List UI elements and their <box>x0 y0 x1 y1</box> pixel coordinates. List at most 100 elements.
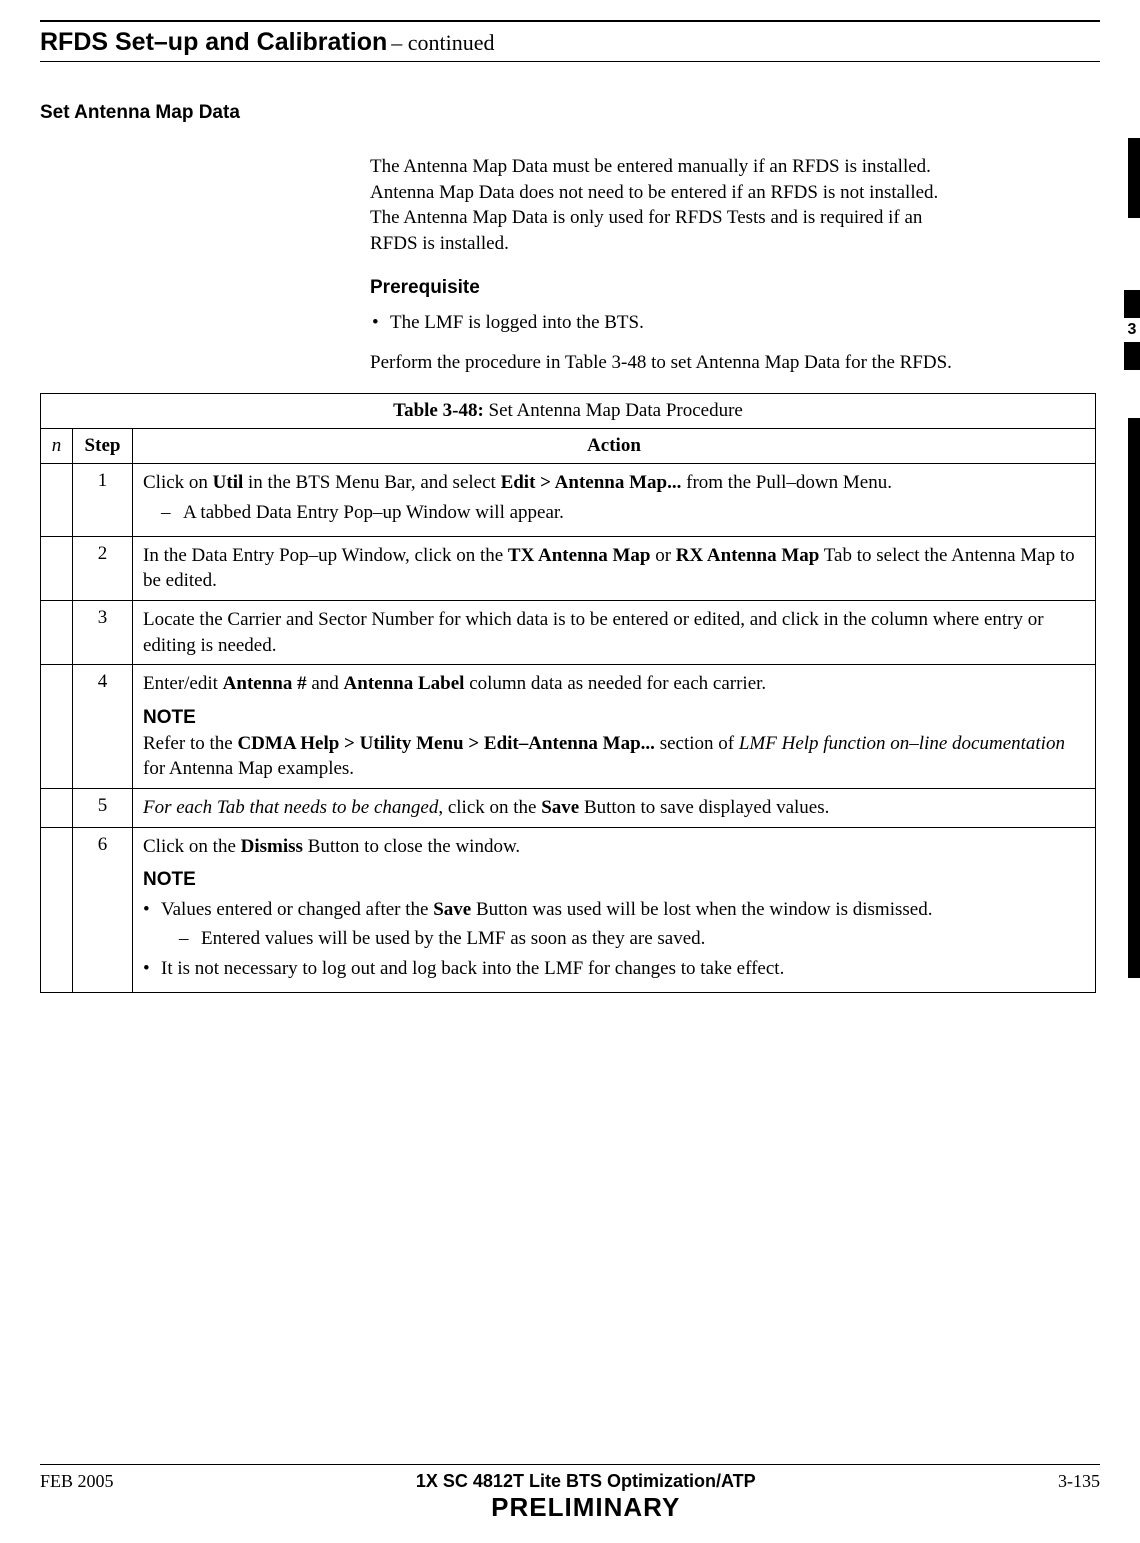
step-num: 2 <box>73 536 133 600</box>
action-cell: In the Data Entry Pop–up Window, click o… <box>133 536 1096 600</box>
step-header: Step <box>73 429 133 464</box>
step-num: 5 <box>73 788 133 827</box>
step-num: 6 <box>73 827 133 992</box>
footer-center: 1X SC 4812T Lite BTS Optimization/ATP PR… <box>416 1471 756 1523</box>
text: Click on the <box>143 836 241 857</box>
dash-icon: – <box>161 500 183 526</box>
note-body: Refer to the CDMA Help > Utility Menu > … <box>143 731 1085 782</box>
text: In the Data Entry Pop–up Window, click o… <box>143 545 508 566</box>
tab-top <box>1124 290 1140 318</box>
chapter-tab: 3 <box>1124 290 1140 370</box>
bullet-text: It is not necessary to log out and log b… <box>161 956 784 982</box>
dash-icon: – <box>179 926 201 952</box>
header-title: RFDS Set–up and Calibration <box>40 28 387 56</box>
page: RFDS Set–up and Calibration – continued … <box>0 0 1140 1543</box>
section-heading: Set Antenna Map Data <box>40 102 1100 124</box>
check-cell <box>41 536 73 600</box>
prereq-bullet: • The LMF is logged into the BTS. <box>372 310 970 336</box>
dash-item: – Entered values will be used by the LMF… <box>179 926 1085 952</box>
check-cell <box>41 464 73 536</box>
action-cell: Locate the Carrier and Sector Number for… <box>133 601 1096 665</box>
table-row: 5 For each Tab that needs to be changed,… <box>41 788 1096 827</box>
procedure-table: Table 3-48: Set Antenna Map Data Procedu… <box>40 393 1096 992</box>
note-label: NOTE <box>143 867 1085 893</box>
change-bar <box>1128 138 1140 218</box>
bold: Save <box>541 797 579 818</box>
table-caption: Table 3-48: Set Antenna Map Data Procedu… <box>41 394 1096 429</box>
caption-prefix: Table 3-48: <box>393 400 484 421</box>
note-label: NOTE <box>143 705 1085 731</box>
text: and <box>307 673 344 694</box>
footer-left: FEB 2005 <box>40 1471 114 1492</box>
check-header: n <box>41 429 73 464</box>
prereq-heading: Prerequisite <box>370 275 970 301</box>
prereq-text: The LMF is logged into the BTS. <box>390 310 644 336</box>
action-cell: Click on Util in the BTS Menu Bar, and s… <box>133 464 1096 536</box>
text: Button to save displayed values. <box>579 797 829 818</box>
caption-rest: Set Antenna Map Data Procedure <box>484 400 743 421</box>
page-footer: FEB 2005 1X SC 4812T Lite BTS Optimizati… <box>40 1464 1100 1523</box>
action-header: Action <box>133 429 1096 464</box>
bold: TX Antenna Map <box>508 545 651 566</box>
text: Refer to the <box>143 733 237 754</box>
bold: Antenna # <box>223 673 307 694</box>
text: Enter/edit <box>143 673 223 694</box>
body-block: The Antenna Map Data must be entered man… <box>370 154 970 375</box>
check-cell <box>41 665 73 789</box>
bold: Dismiss <box>241 836 303 857</box>
dash-text: Entered values will be used by the LMF a… <box>201 926 705 952</box>
dash-item: – A tabbed Data Entry Pop–up Window will… <box>161 500 1085 526</box>
bullet-icon: • <box>372 310 390 336</box>
note-bullet: • It is not necessary to log out and log… <box>143 956 1085 982</box>
bold: Util <box>213 472 244 493</box>
text: Button to close the window. <box>303 836 520 857</box>
bold: Antenna Label <box>344 673 465 694</box>
step-num: 4 <box>73 665 133 789</box>
text: from the Pull–down Menu. <box>681 472 892 493</box>
check-cell <box>41 827 73 992</box>
text: column data as needed for each carrier. <box>464 673 766 694</box>
action-cell: Click on the Dismiss Button to close the… <box>133 827 1096 992</box>
text: Button was used will be lost when the wi… <box>471 899 932 920</box>
step-num: 3 <box>73 601 133 665</box>
action-cell: Enter/edit Antenna # and Antenna Label c… <box>133 665 1096 789</box>
tab-label: 3 <box>1124 318 1140 342</box>
bold: Save <box>433 899 471 920</box>
bullet-icon: • <box>143 897 161 923</box>
intro-para: The Antenna Map Data must be entered man… <box>370 154 970 257</box>
lead-in: Perform the procedure in Table 3-48 to s… <box>370 350 970 376</box>
header-row: n Step Action <box>41 429 1096 464</box>
check-cell <box>41 601 73 665</box>
table-row: 4 Enter/edit Antenna # and Antenna Label… <box>41 665 1096 789</box>
action-cell: For each Tab that needs to be changed, c… <box>133 788 1096 827</box>
side-tabs: 3 <box>1124 138 1140 370</box>
text: in the BTS Menu Bar, and select <box>243 472 500 493</box>
tab-bottom <box>1124 342 1140 370</box>
footer-preliminary: PRELIMINARY <box>416 1492 756 1523</box>
text: , click on the <box>438 797 541 818</box>
italic: LMF Help function on–line documentation <box>739 733 1065 754</box>
italic: For each Tab that needs to be changed <box>143 797 438 818</box>
change-bar-long <box>1128 418 1140 978</box>
table-row: 1 Click on Util in the BTS Menu Bar, and… <box>41 464 1096 536</box>
footer-right: 3-135 <box>1058 1471 1100 1492</box>
bullet-body: Values entered or changed after the Save… <box>161 897 932 923</box>
caption-row: Table 3-48: Set Antenna Map Data Procedu… <box>41 394 1096 429</box>
footer-doc-title: 1X SC 4812T Lite BTS Optimization/ATP <box>416 1471 756 1492</box>
text: Values entered or changed after the <box>161 899 433 920</box>
text: or <box>650 545 675 566</box>
page-header: RFDS Set–up and Calibration – continued <box>40 20 1100 62</box>
text: section of <box>655 733 739 754</box>
step-num: 1 <box>73 464 133 536</box>
bullet-icon: • <box>143 956 161 982</box>
dash-text: A tabbed Data Entry Pop–up Window will a… <box>183 500 564 526</box>
table-row: 2 In the Data Entry Pop–up Window, click… <box>41 536 1096 600</box>
text: for Antenna Map examples. <box>143 758 354 779</box>
header-continued: – continued <box>391 30 494 55</box>
table-row: 3 Locate the Carrier and Sector Number f… <box>41 601 1096 665</box>
table-row: 6 Click on the Dismiss Button to close t… <box>41 827 1096 992</box>
check-cell <box>41 788 73 827</box>
text: Click on <box>143 472 213 493</box>
note-bullet: • Values entered or changed after the Sa… <box>143 897 1085 923</box>
footer-row: FEB 2005 1X SC 4812T Lite BTS Optimizati… <box>40 1471 1100 1523</box>
